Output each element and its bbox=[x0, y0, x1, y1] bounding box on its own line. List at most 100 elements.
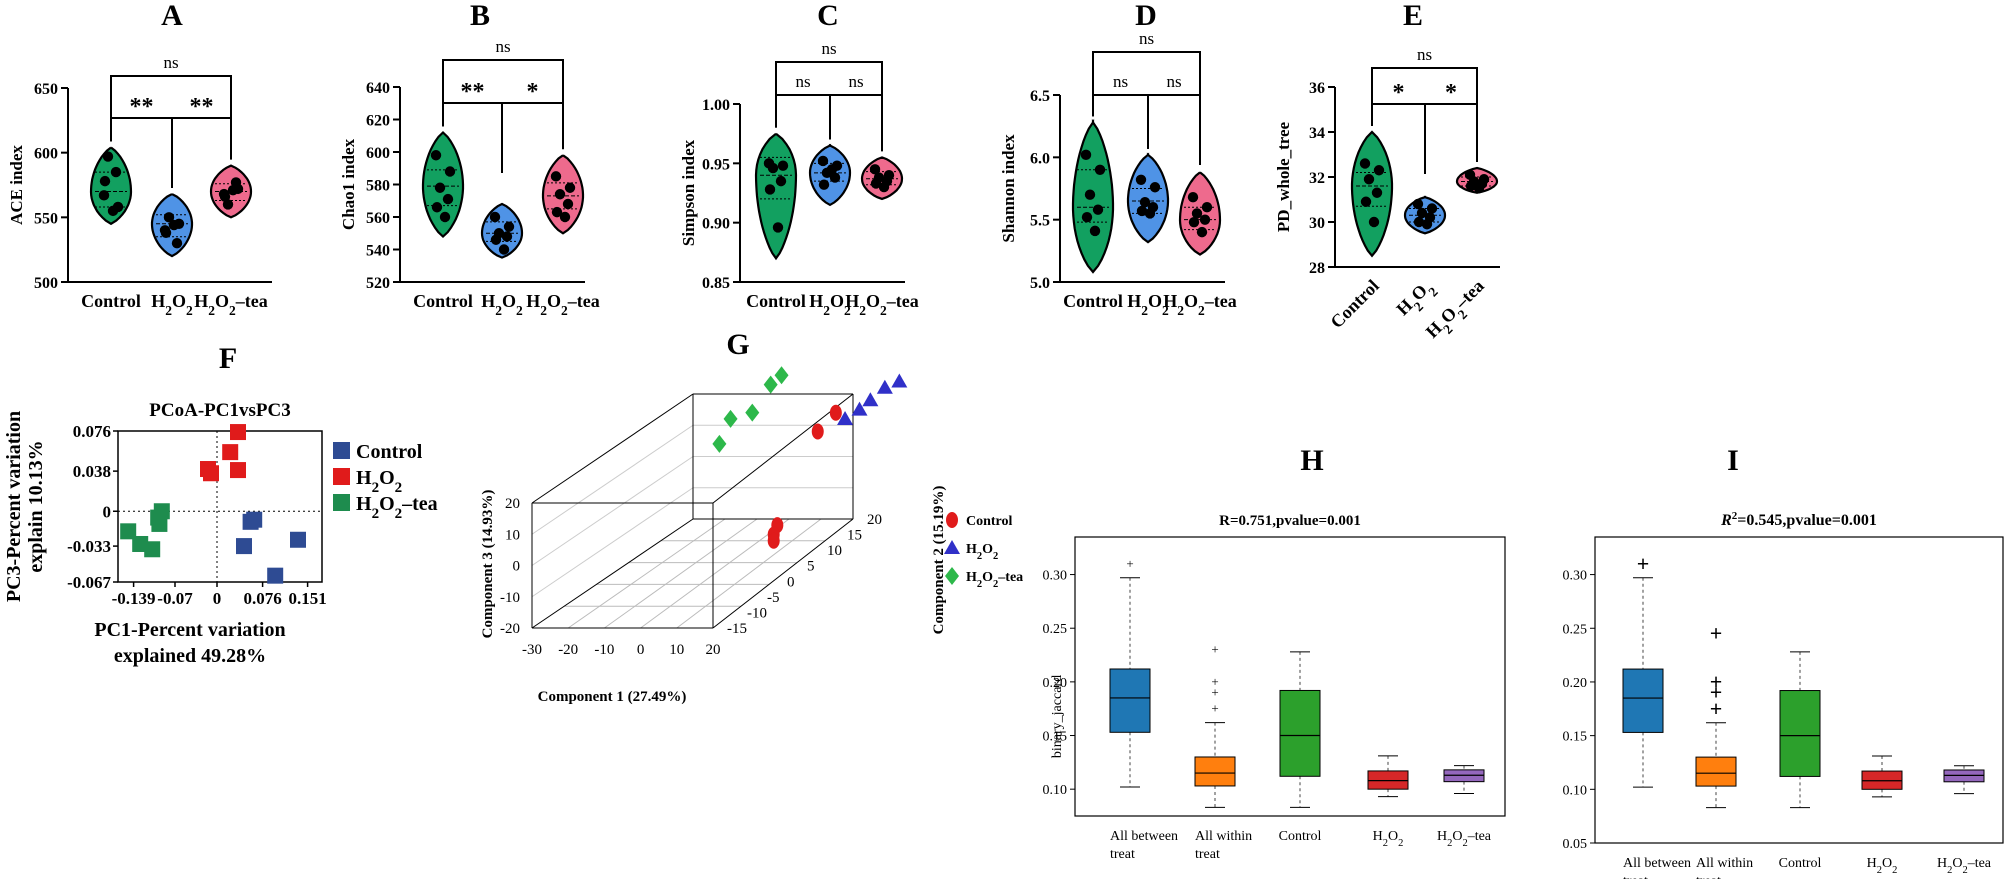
label-part: Control bbox=[746, 291, 806, 311]
significance-bracket bbox=[110, 75, 232, 146]
cube-edge bbox=[712, 518, 854, 629]
label-part: H bbox=[526, 291, 540, 311]
y-axis-label: Shannon index bbox=[999, 134, 1018, 243]
subscript-2: 2 bbox=[372, 506, 380, 522]
subscript-2: 2 bbox=[993, 551, 998, 562]
data-point bbox=[811, 423, 824, 440]
label-part: Control bbox=[1279, 829, 1322, 844]
label-part: O bbox=[379, 493, 395, 515]
y-tick-label: 0.25 bbox=[1563, 622, 1588, 637]
y-tick-label: 650 bbox=[34, 81, 58, 98]
data-point bbox=[723, 409, 738, 428]
y-tick-label: 0.25 bbox=[1043, 622, 1068, 637]
subscript-2: 2 bbox=[859, 303, 866, 318]
data-point bbox=[1465, 180, 1477, 192]
panel-letter: E bbox=[1403, 0, 1423, 32]
legend-label: H2O2 bbox=[356, 467, 402, 496]
subscript-2: 2 bbox=[395, 506, 403, 522]
label-part: O bbox=[1952, 856, 1962, 871]
x-tick-label: H2O2 bbox=[1867, 856, 1898, 876]
significance-label: * bbox=[527, 79, 539, 105]
x-tick-label: 0 bbox=[637, 642, 645, 658]
y-tick-label: 500 bbox=[34, 275, 58, 292]
significance-label: ns bbox=[821, 39, 836, 58]
x-tick-label: H2O2 bbox=[1392, 276, 1440, 324]
data-point bbox=[1368, 216, 1380, 228]
chart-title: R=0.751,pvalue=0.001 bbox=[1219, 513, 1361, 529]
data-point bbox=[870, 178, 882, 189]
significance-bracket bbox=[775, 61, 883, 132]
cube-edge bbox=[531, 393, 694, 504]
data-point bbox=[430, 150, 442, 161]
label-part: O bbox=[379, 467, 395, 489]
label-part: –tea bbox=[1467, 829, 1492, 844]
significance-label: * bbox=[1445, 80, 1457, 106]
y-axis-label: Component 2 (15.19%) bbox=[931, 486, 947, 635]
panel-h: H R=0.751,pvalue=0.001 0.10 0.15 0.20 0.25 0.3… bbox=[1043, 444, 1506, 862]
label-part: –tea bbox=[235, 291, 268, 311]
data-point bbox=[222, 444, 239, 461]
data-point bbox=[150, 509, 167, 526]
outlier-marker: + bbox=[1710, 621, 1723, 646]
y-tick-label: -10 bbox=[747, 605, 767, 621]
data-point bbox=[1094, 164, 1106, 175]
y-tick-label: 0.30 bbox=[1043, 569, 1068, 584]
box bbox=[1109, 668, 1151, 733]
y-tick-label: 30 bbox=[1309, 215, 1325, 232]
y-tick-label: 5.0 bbox=[1030, 275, 1050, 292]
x-tick-label: H2O2 bbox=[481, 291, 523, 318]
label-line: treat bbox=[1623, 874, 1648, 879]
y-axis-label: Simpson index bbox=[679, 139, 698, 246]
data-point bbox=[1084, 189, 1096, 200]
data-point bbox=[775, 175, 787, 187]
x-tick-label: H2O2 bbox=[809, 291, 851, 318]
significance-label: ns bbox=[795, 72, 810, 91]
label-part: H bbox=[809, 291, 823, 311]
data-point bbox=[1089, 225, 1101, 237]
panel-letter: I bbox=[1727, 444, 1739, 477]
data-point bbox=[764, 184, 776, 195]
outlier-marker: + bbox=[1211, 674, 1218, 689]
y-tick-label: 0.038 bbox=[73, 462, 111, 481]
z-tick-label: 0 bbox=[513, 559, 521, 575]
outlier-marker: + bbox=[1211, 685, 1218, 700]
label-part: O bbox=[830, 291, 844, 311]
data-point bbox=[144, 541, 161, 558]
data-point bbox=[107, 205, 119, 217]
label-part: O bbox=[547, 291, 561, 311]
data-point bbox=[837, 411, 854, 425]
label-part: O bbox=[1436, 303, 1460, 327]
y-tick-label: 28 bbox=[1309, 260, 1325, 277]
significance-bracket bbox=[829, 94, 883, 152]
outlier-marker: + bbox=[1710, 669, 1723, 694]
legend-label: H2O2–tea bbox=[356, 493, 438, 522]
z-tick-label: -10 bbox=[500, 590, 520, 606]
x-tick-label: 0 bbox=[213, 589, 222, 608]
subscript-2: 2 bbox=[372, 480, 380, 496]
y-tick-label: -0.033 bbox=[67, 537, 111, 556]
y-tick-label: -0.067 bbox=[67, 573, 111, 592]
label-part: O bbox=[172, 291, 186, 311]
data-point bbox=[826, 164, 838, 175]
box bbox=[1779, 690, 1821, 777]
significance-label: ** bbox=[190, 94, 214, 120]
data-point bbox=[1421, 219, 1433, 230]
data-point bbox=[99, 175, 111, 187]
label-part: Control bbox=[1779, 856, 1822, 871]
data-point bbox=[1144, 208, 1156, 219]
y-tick-label: 0.05 bbox=[1563, 837, 1588, 852]
x-tick-label: H2O2–tea bbox=[1937, 856, 1992, 876]
data-point bbox=[1136, 205, 1148, 217]
y-tick-label: 0.85 bbox=[702, 275, 730, 292]
data-point bbox=[763, 375, 778, 394]
label-part: H bbox=[966, 542, 977, 557]
data-point bbox=[559, 211, 571, 223]
x-tick-label: All between treat bbox=[1110, 829, 1178, 862]
data-point bbox=[246, 511, 263, 528]
label-part: O bbox=[1407, 280, 1431, 304]
label-line: All between bbox=[1110, 829, 1178, 844]
data-point bbox=[1413, 216, 1425, 228]
chart-title: PCoA-PC1vsPC3 bbox=[149, 400, 290, 421]
z-tick-label: 10 bbox=[505, 527, 520, 543]
label-part: O bbox=[502, 291, 516, 311]
